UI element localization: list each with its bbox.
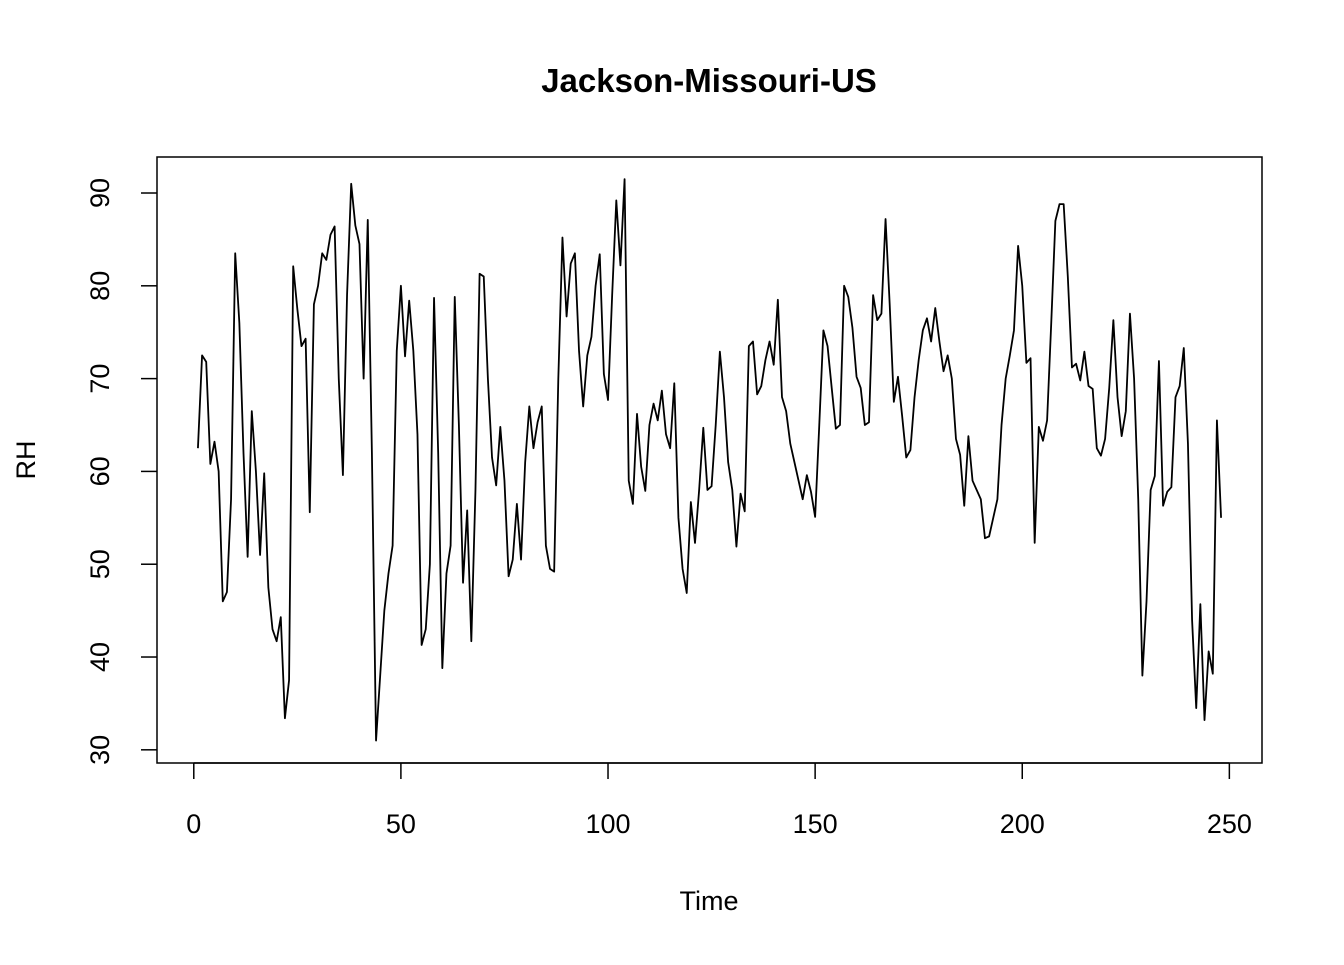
x-tick-label: 250 (1207, 809, 1252, 839)
y-tick-label: 50 (85, 549, 115, 579)
y-tick-label: 90 (85, 178, 115, 208)
y-tick-label: 40 (85, 642, 115, 672)
x-tick-label: 150 (793, 809, 838, 839)
y-tick-label: 60 (85, 456, 115, 486)
x-tick-label: 100 (585, 809, 630, 839)
y-tick-label: 30 (85, 735, 115, 765)
data-line (197, 178, 1222, 742)
x-axis-label: Time (680, 886, 739, 916)
chart-title: Jackson-Missouri-US (541, 62, 877, 99)
x-tick-label: 200 (1000, 809, 1045, 839)
y-tick-label: 70 (85, 364, 115, 394)
y-axis-label: RH (11, 441, 41, 480)
x-tick-label: 50 (386, 809, 416, 839)
y-tick-label: 80 (85, 271, 115, 301)
x-tick-label: 0 (186, 809, 201, 839)
